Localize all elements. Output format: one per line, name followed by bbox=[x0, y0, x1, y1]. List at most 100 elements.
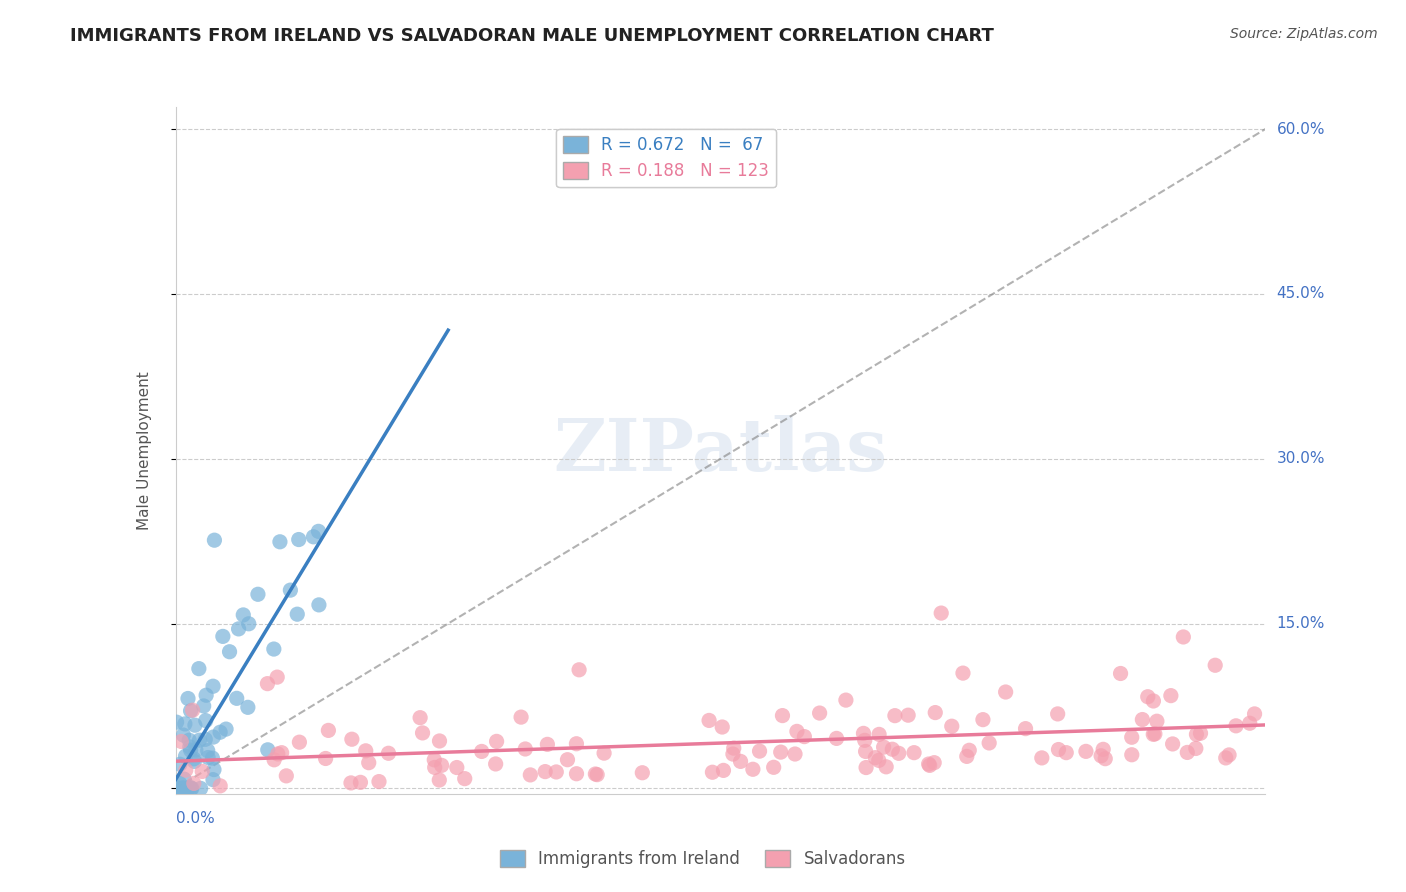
Point bbox=[918, 758, 941, 772]
Point bbox=[1074, 744, 1097, 758]
Point bbox=[868, 753, 890, 767]
Point bbox=[349, 775, 371, 789]
Point bbox=[979, 736, 1001, 750]
Point bbox=[256, 743, 278, 757]
Point bbox=[875, 760, 897, 774]
Point bbox=[994, 685, 1017, 699]
Point bbox=[793, 730, 815, 744]
Point bbox=[204, 533, 226, 548]
Point bbox=[865, 750, 887, 764]
Text: 15.0%: 15.0% bbox=[1277, 616, 1324, 631]
Legend: Immigrants from Ireland, Salvadorans: Immigrants from Ireland, Salvadorans bbox=[494, 843, 912, 875]
Point bbox=[565, 737, 588, 751]
Point bbox=[446, 760, 468, 774]
Point bbox=[557, 753, 579, 767]
Text: 0.0%: 0.0% bbox=[176, 811, 215, 826]
Point bbox=[1225, 719, 1247, 733]
Point bbox=[172, 728, 194, 742]
Point bbox=[808, 706, 831, 720]
Point bbox=[212, 629, 235, 643]
Point bbox=[769, 745, 792, 759]
Text: 60.0%: 60.0% bbox=[1277, 121, 1324, 136]
Point bbox=[215, 722, 238, 736]
Point bbox=[177, 691, 200, 706]
Point bbox=[427, 772, 450, 787]
Point bbox=[1094, 752, 1116, 766]
Point bbox=[183, 752, 205, 766]
Point bbox=[883, 708, 905, 723]
Point bbox=[772, 708, 794, 723]
Point bbox=[1160, 689, 1182, 703]
Point bbox=[267, 747, 290, 761]
Point bbox=[166, 781, 188, 796]
Point bbox=[1218, 747, 1240, 762]
Point bbox=[209, 779, 232, 793]
Point bbox=[922, 756, 945, 770]
Point bbox=[190, 781, 212, 796]
Point bbox=[454, 772, 477, 786]
Point bbox=[586, 767, 609, 781]
Point bbox=[201, 751, 224, 765]
Point bbox=[170, 781, 193, 796]
Point bbox=[209, 725, 232, 739]
Point bbox=[536, 737, 558, 751]
Point bbox=[357, 756, 380, 770]
Point bbox=[882, 742, 904, 756]
Point bbox=[180, 743, 202, 757]
Point bbox=[1185, 741, 1208, 756]
Point bbox=[631, 765, 654, 780]
Text: 30.0%: 30.0% bbox=[1277, 451, 1324, 467]
Point bbox=[183, 755, 205, 769]
Point bbox=[225, 691, 247, 706]
Point bbox=[318, 723, 340, 738]
Point bbox=[276, 769, 298, 783]
Point bbox=[835, 693, 858, 707]
Point bbox=[173, 717, 195, 731]
Point bbox=[179, 739, 201, 754]
Point bbox=[723, 741, 745, 756]
Point bbox=[546, 764, 568, 779]
Point bbox=[194, 714, 217, 728]
Point bbox=[471, 744, 494, 758]
Point bbox=[173, 772, 195, 786]
Point bbox=[1189, 726, 1212, 740]
Point bbox=[510, 710, 533, 724]
Point bbox=[188, 733, 211, 747]
Text: Source: ZipAtlas.com: Source: ZipAtlas.com bbox=[1230, 27, 1378, 41]
Text: 45.0%: 45.0% bbox=[1277, 286, 1324, 301]
Point bbox=[711, 720, 734, 734]
Point bbox=[786, 724, 808, 739]
Text: ZIPatlas: ZIPatlas bbox=[554, 415, 887, 486]
Point bbox=[202, 730, 225, 744]
Point bbox=[748, 744, 770, 758]
Point bbox=[1146, 714, 1168, 729]
Point bbox=[193, 698, 215, 713]
Point bbox=[515, 742, 537, 756]
Point bbox=[187, 662, 209, 676]
Point bbox=[1143, 727, 1166, 741]
Point bbox=[166, 781, 188, 796]
Point bbox=[1092, 742, 1115, 756]
Point bbox=[354, 744, 377, 758]
Point bbox=[315, 751, 337, 765]
Point bbox=[174, 763, 197, 777]
Point bbox=[288, 735, 311, 749]
Point bbox=[166, 781, 188, 796]
Point bbox=[1121, 731, 1143, 745]
Point bbox=[340, 776, 363, 790]
Point bbox=[263, 753, 285, 767]
Legend: R = 0.672   N =  67, R = 0.188   N = 123: R = 0.672 N = 67, R = 0.188 N = 123 bbox=[557, 129, 776, 187]
Point bbox=[519, 768, 541, 782]
Point bbox=[173, 781, 195, 796]
Point bbox=[741, 762, 763, 776]
Point bbox=[702, 765, 724, 780]
Point bbox=[256, 676, 278, 690]
Point bbox=[197, 743, 219, 757]
Point bbox=[202, 763, 225, 777]
Point bbox=[855, 744, 877, 758]
Point bbox=[565, 766, 588, 780]
Point bbox=[887, 747, 910, 761]
Point bbox=[287, 533, 309, 547]
Point bbox=[172, 781, 194, 796]
Point bbox=[872, 740, 894, 755]
